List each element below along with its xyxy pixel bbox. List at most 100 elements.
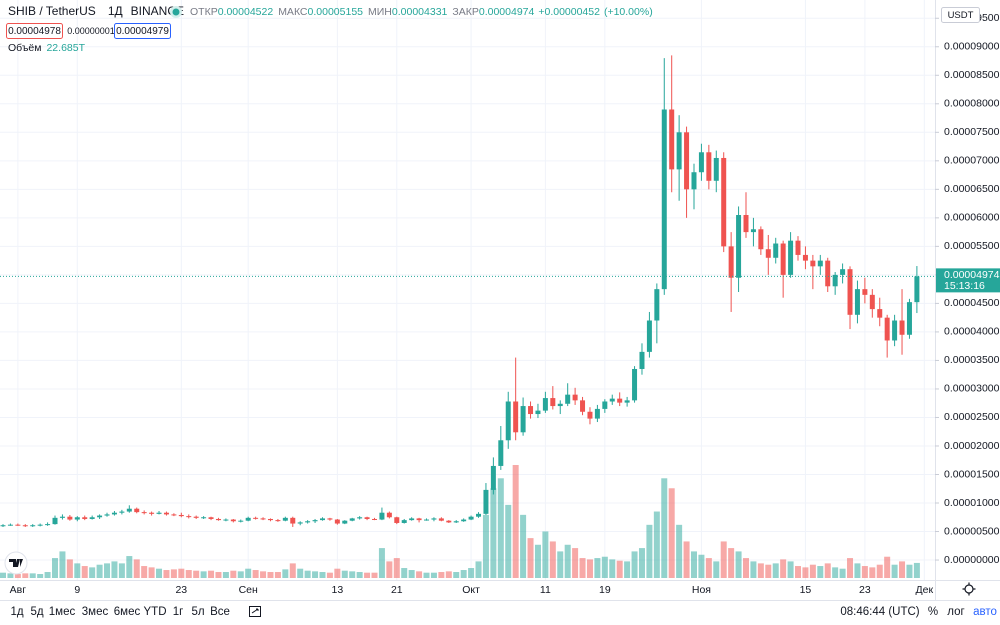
y-tick-label: 0.00009000 bbox=[944, 41, 1000, 53]
bid-price[interactable]: 0.00004978 bbox=[8, 26, 61, 37]
open-value: 0.00004522 bbox=[218, 6, 274, 18]
ask-box[interactable] bbox=[114, 23, 171, 39]
volume-bar bbox=[37, 574, 44, 578]
candle-body bbox=[156, 512, 162, 514]
candle-body bbox=[275, 520, 281, 522]
volume-bar bbox=[891, 564, 898, 578]
x-tick-label: 21 bbox=[391, 584, 403, 596]
volume-bar bbox=[802, 567, 809, 578]
range-button[interactable]: 5д bbox=[30, 606, 43, 618]
candle-body bbox=[721, 157, 727, 247]
volume-bar bbox=[260, 571, 267, 578]
candle-body bbox=[892, 320, 898, 341]
volume-bar bbox=[349, 571, 356, 578]
compare-icon[interactable] bbox=[249, 606, 261, 617]
candle-body bbox=[840, 269, 846, 275]
calendar-icon[interactable] bbox=[249, 606, 261, 617]
volume-bar bbox=[460, 570, 467, 578]
log-toggle[interactable]: лог bbox=[947, 606, 964, 618]
range-button[interactable]: 3мес bbox=[82, 606, 109, 618]
volume-bar bbox=[237, 571, 244, 578]
volume-bar bbox=[676, 524, 683, 578]
volume-bar bbox=[178, 568, 185, 578]
volume-bar bbox=[364, 572, 371, 578]
candle-body bbox=[364, 517, 370, 519]
volume-bar bbox=[408, 570, 415, 578]
candle-body bbox=[0, 525, 6, 527]
candle-body bbox=[37, 524, 43, 526]
bid-box[interactable] bbox=[6, 23, 63, 39]
calendar-arrow[interactable] bbox=[251, 608, 259, 614]
change-pct: (+10.00%) bbox=[604, 6, 653, 18]
candle-body bbox=[74, 517, 80, 520]
y-tick-label: 0.00007000 bbox=[944, 155, 1000, 167]
volume-bar bbox=[393, 558, 400, 578]
range-button[interactable]: Все bbox=[210, 606, 230, 618]
candle-body bbox=[490, 465, 496, 490]
clock[interactable]: 08:46:44 (UTC) bbox=[840, 606, 919, 618]
volume-legend: Объём 22.685T bbox=[8, 42, 86, 54]
volume-bar bbox=[22, 573, 29, 578]
volume-bar bbox=[564, 544, 571, 578]
volume-bar bbox=[245, 568, 252, 578]
percent-toggle[interactable]: % bbox=[928, 606, 938, 618]
range-button[interactable]: 1д bbox=[10, 606, 23, 618]
volume-bar bbox=[817, 566, 824, 578]
volume-bar bbox=[505, 504, 512, 578]
candle-body bbox=[386, 512, 392, 518]
volume-bar bbox=[728, 548, 735, 578]
volume-bar bbox=[594, 558, 601, 578]
candle-body bbox=[802, 254, 808, 261]
volume-bar bbox=[438, 572, 445, 578]
gear-teeth[interactable] bbox=[962, 582, 976, 596]
candle-body bbox=[602, 401, 608, 409]
candle-body bbox=[713, 157, 719, 181]
candle-body bbox=[238, 520, 244, 522]
candle-body bbox=[877, 309, 883, 318]
y-tick-label: 0.00002000 bbox=[944, 440, 1000, 452]
volume-bar bbox=[772, 563, 779, 578]
candle-body bbox=[424, 519, 430, 521]
volume-bar bbox=[52, 558, 59, 578]
candle-body bbox=[67, 516, 73, 520]
candle-body bbox=[476, 513, 482, 517]
gear[interactable] bbox=[964, 584, 974, 594]
candle-body bbox=[327, 518, 333, 520]
candle-body bbox=[788, 240, 794, 275]
volume-bar bbox=[698, 554, 705, 578]
range-button[interactable]: 5л bbox=[191, 606, 204, 618]
volume-bar bbox=[378, 548, 385, 578]
candle-body bbox=[632, 368, 638, 401]
logo bbox=[4, 551, 28, 575]
settings-icon[interactable] bbox=[962, 582, 976, 596]
y-tick-label: 0.00004500 bbox=[944, 297, 1000, 309]
candle-body bbox=[201, 517, 207, 519]
volume-bar bbox=[861, 566, 868, 578]
volume-bar bbox=[59, 551, 66, 578]
volume-bar bbox=[312, 571, 319, 578]
candle-body bbox=[646, 320, 652, 352]
candle-body bbox=[7, 524, 13, 526]
close-label: ЗАКР bbox=[452, 6, 478, 18]
candle-body bbox=[312, 520, 318, 522]
candle-body bbox=[528, 406, 534, 415]
volume-bar bbox=[156, 568, 163, 578]
range-button[interactable]: 1мес bbox=[49, 606, 76, 618]
currency[interactable]: USDT bbox=[948, 10, 974, 21]
candle-body bbox=[253, 517, 259, 519]
currency-box[interactable] bbox=[941, 7, 980, 23]
y-tick-label: 0.00000500 bbox=[944, 525, 1000, 537]
y-tick-label: 0.00008500 bbox=[944, 69, 1000, 81]
x-tick-label: 13 bbox=[332, 584, 344, 596]
volume-bar bbox=[884, 556, 891, 578]
ask-price[interactable]: 0.00004979 bbox=[116, 26, 169, 37]
auto-toggle[interactable]: авто bbox=[973, 606, 997, 618]
candle-body bbox=[416, 518, 422, 521]
last-price-box bbox=[936, 268, 1000, 293]
candle-body bbox=[134, 508, 140, 513]
candle-body bbox=[483, 489, 489, 514]
range-button[interactable]: 6мес bbox=[114, 606, 141, 618]
range-button[interactable]: YTD bbox=[144, 606, 167, 618]
volume-bar bbox=[631, 551, 638, 578]
range-button[interactable]: 1г bbox=[173, 606, 184, 618]
